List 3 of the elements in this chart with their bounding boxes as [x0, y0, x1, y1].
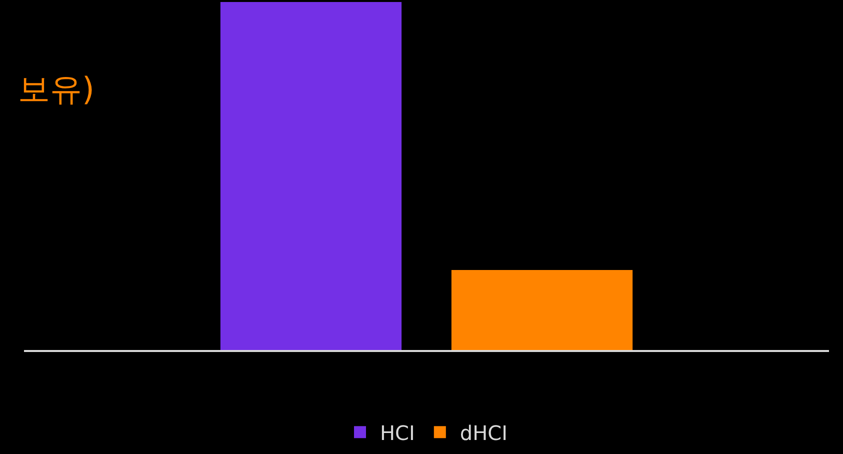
- annotation: 보유): [18, 70, 94, 108]
- legend-label: HCI: [380, 420, 415, 445]
- legend-label: dHCI: [460, 420, 508, 445]
